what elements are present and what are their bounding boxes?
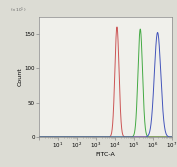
X-axis label: FITC-A: FITC-A [95,152,115,157]
Y-axis label: Count: Count [18,67,23,86]
Text: ($\times$10$^1$): ($\times$10$^1$) [10,6,26,16]
